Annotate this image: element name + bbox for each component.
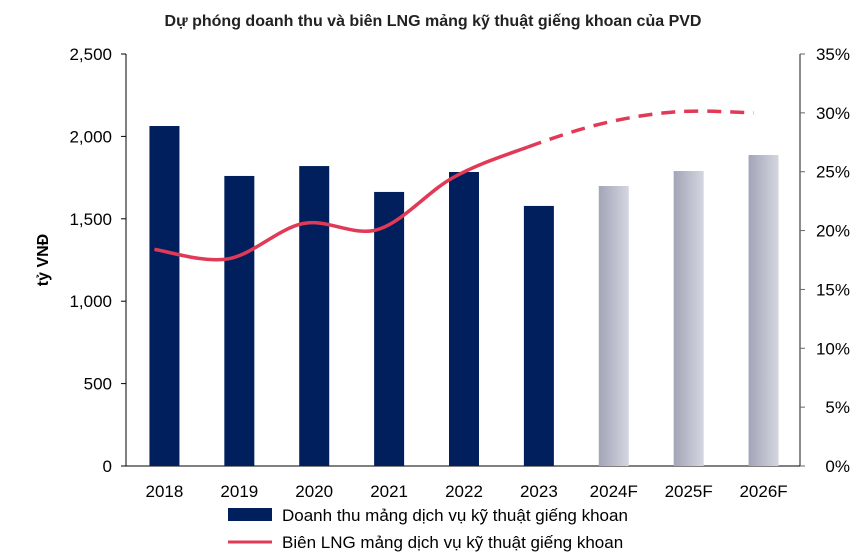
x-tick-label: 2022 <box>445 482 483 501</box>
chart-title: Dự phóng doanh thu và biên LNG mảng kỹ t… <box>165 13 702 30</box>
y2-tick-label: 25% <box>816 163 850 182</box>
x-tick-label: 2024F <box>590 482 638 501</box>
y2-tick-label: 0% <box>825 457 850 476</box>
y-tick-label: 2,000 <box>69 127 112 146</box>
y2-tick-label: 35% <box>816 45 850 64</box>
x-tick-label: 2021 <box>370 482 408 501</box>
x-tick-label: 2019 <box>220 482 258 501</box>
x-tick-label: 2020 <box>295 482 333 501</box>
y2-tick-label: 15% <box>816 280 850 299</box>
revenue-bar <box>449 171 479 466</box>
x-tick-label: 2026F <box>739 482 787 501</box>
revenue-bar <box>149 126 180 466</box>
y-tick-label: 2,500 <box>69 45 112 64</box>
revenue-bar <box>299 166 330 466</box>
y-tick-label: 1,500 <box>69 210 112 229</box>
revenue-bar <box>374 191 405 466</box>
margin-line-forecast <box>527 109 754 149</box>
y-tick-label: 0 <box>103 457 112 476</box>
legend-bar-swatch <box>228 508 272 521</box>
revenue-bar <box>224 175 255 466</box>
y-tick-label: 500 <box>84 375 112 394</box>
x-tick-label: 2018 <box>146 482 184 501</box>
x-tick-label: 2023 <box>520 482 558 501</box>
y-axis-label: tỷ VNĐ <box>35 234 52 286</box>
y2-tick-label: 20% <box>816 222 850 241</box>
margin-line-actual <box>154 145 529 262</box>
forecast-bar <box>598 186 629 466</box>
y-tick-label: 1,000 <box>69 292 112 311</box>
y2-tick-label: 30% <box>816 104 850 123</box>
y2-tick-label: 5% <box>825 398 850 417</box>
revenue-bar <box>523 205 554 466</box>
legend-line-label: Biên LNG mảng dịch vụ kỹ thuật giếng kho… <box>282 533 623 552</box>
legend-bar-label: Doanh thu mảng dịch vụ kỹ thuật giếng kh… <box>282 506 628 525</box>
forecast-bar <box>673 171 704 466</box>
y2-tick-label: 10% <box>816 339 850 358</box>
forecast-bar <box>748 155 779 466</box>
x-tick-label: 2025F <box>665 482 713 501</box>
